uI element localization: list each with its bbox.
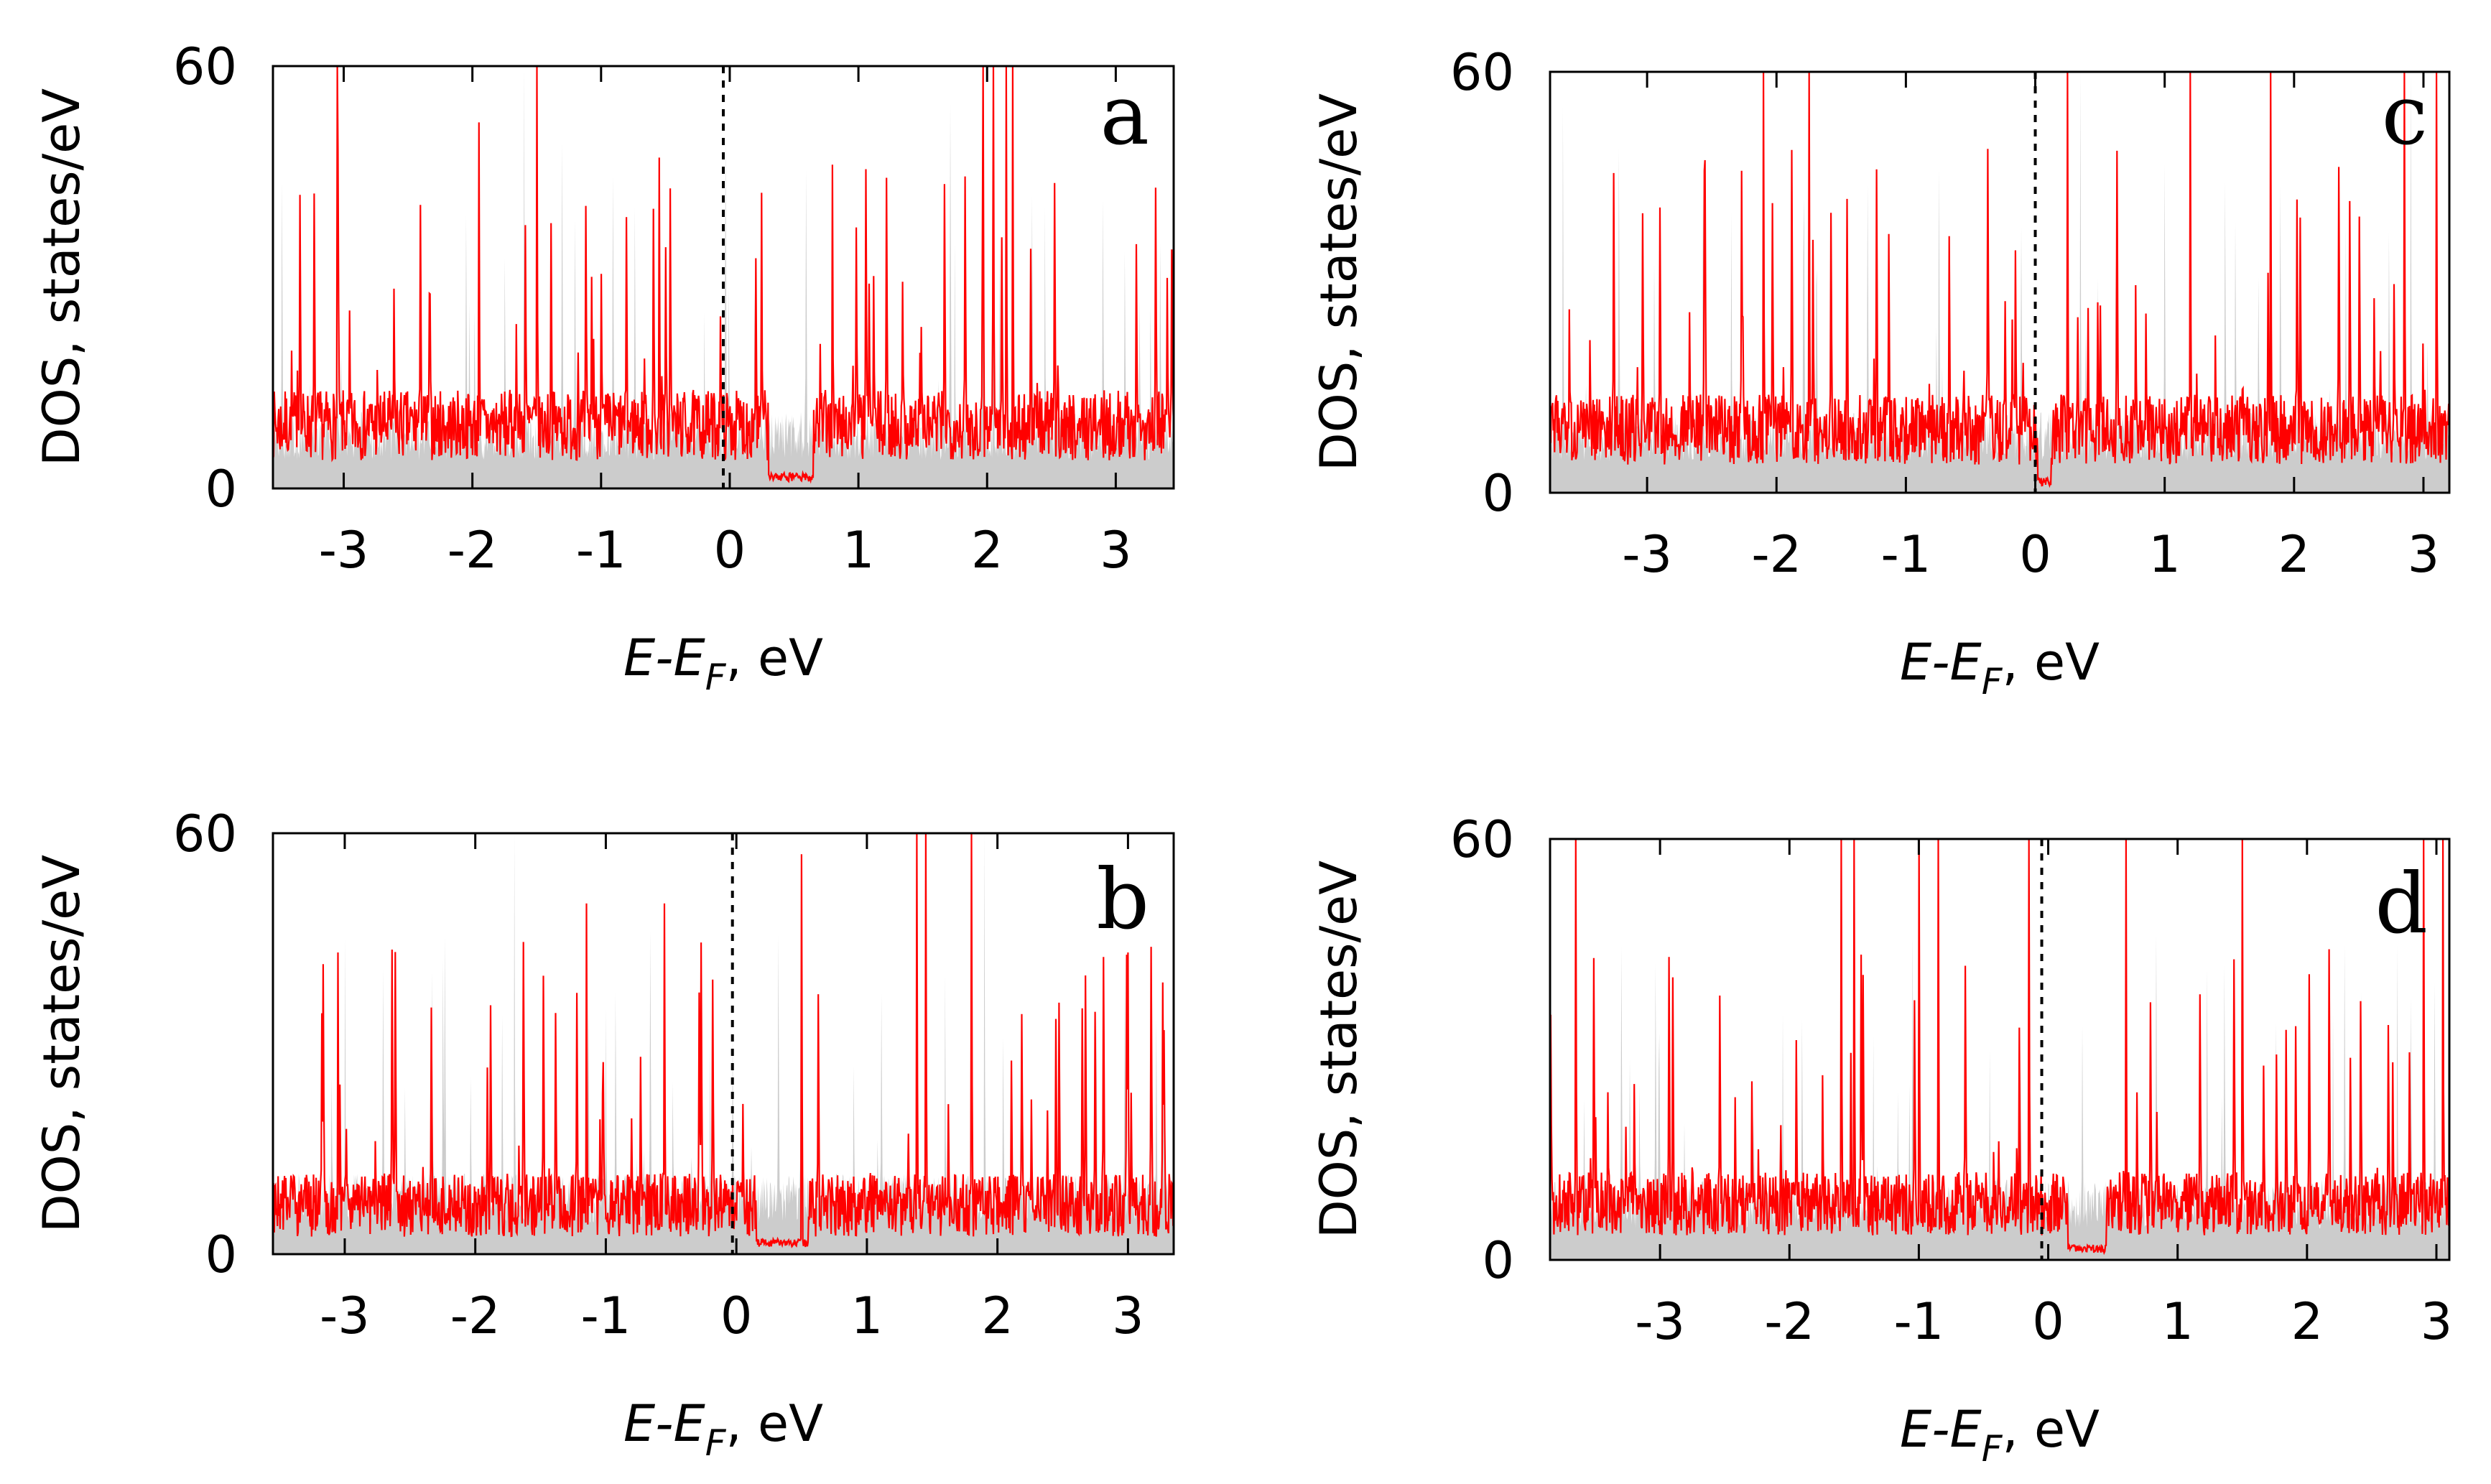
x-tick-label: -2 [1751, 525, 1801, 584]
plot-frame [1549, 838, 2451, 1261]
x-tick-label: 1 [2161, 1292, 2194, 1351]
y-tick-label: 60 [173, 804, 237, 863]
x-tick-label: -2 [447, 521, 498, 580]
x-tick-label: -1 [576, 521, 626, 580]
panel-a: -3 -2 -1 0 1 2 3 0 60 DOS, states/eV E-EF, eV a [32, 37, 1175, 698]
projected-dos-line [273, 833, 1174, 1248]
plot-area [1550, 839, 2449, 1260]
panel-b: -3 -2 -1 0 1 2 3 0 60 DOS, states/eV E-EF, eV b [32, 804, 1175, 1464]
x-tick-label: 3 [1100, 521, 1132, 580]
x-tick-label: 3 [2421, 1292, 2453, 1351]
y-axis-label: DOS, states/eV [32, 855, 91, 1233]
x-tick-label: 3 [2408, 525, 2440, 584]
x-tick-label: -2 [450, 1286, 501, 1345]
x-tick-label: 2 [981, 1286, 1013, 1345]
x-tick-label: 2 [2278, 525, 2311, 584]
panel-letter: b [1096, 852, 1149, 948]
x-tick-label: -1 [581, 1286, 631, 1345]
projected-dos-line [1550, 839, 2449, 1256]
y-tick-label: 0 [1482, 1231, 1514, 1290]
plot-frame [272, 65, 1175, 490]
plot-area [273, 833, 1174, 1254]
panel-letter: c [2382, 68, 2428, 164]
total-dos-fill [1550, 933, 2449, 1260]
x-axis-label: E-EF, eV [1900, 633, 2100, 702]
y-tick-label: 0 [1482, 464, 1514, 523]
x-tick-label: 0 [714, 521, 746, 580]
y-tick-label: 60 [1450, 43, 1514, 102]
x-tick-label: 2 [971, 521, 1003, 580]
x-axis-label: E-EF, eV [1900, 1400, 2100, 1470]
x-tick-label: 1 [851, 1286, 883, 1345]
x-tick-label: -1 [1894, 1292, 1944, 1351]
panel-letter: d [2375, 856, 2428, 952]
projected-dos-line [1550, 72, 2449, 488]
x-tick-label: -3 [320, 1286, 370, 1345]
x-tick-label: -3 [1622, 525, 1672, 584]
panel-letter: a [1100, 68, 1149, 164]
y-tick-label: 0 [205, 460, 237, 519]
x-axis-label: E-EF, eV [623, 629, 823, 698]
x-axis-label: E-EF, eV [623, 1394, 823, 1464]
x-tick-label: -2 [1764, 1292, 1814, 1351]
y-axis-label: DOS, states/eV [1309, 861, 1368, 1238]
total-dos-fill [1550, 72, 2449, 493]
x-tick-label: 0 [720, 1286, 753, 1345]
x-tick-label: 1 [2148, 525, 2181, 584]
y-tick-label: 60 [173, 37, 237, 96]
y-tick-label: 0 [205, 1225, 237, 1284]
x-tick-label: 0 [2032, 1292, 2064, 1351]
y-axis-label: DOS, states/eV [32, 88, 91, 466]
y-tick-label: 60 [1450, 810, 1514, 869]
plot-frame [272, 832, 1175, 1256]
x-tick-label: 2 [2291, 1292, 2324, 1351]
x-tick-label: 3 [1112, 1286, 1144, 1345]
plot-frame [1549, 70, 2451, 494]
panel-c: -3 -2 -1 0 1 2 3 0 60 DOS, states/eV E-EF, eV c [1309, 43, 2451, 702]
x-tick-label: -1 [1880, 525, 1931, 584]
x-tick-label: -3 [1635, 1292, 1685, 1351]
y-axis-label: DOS, states/eV [1309, 93, 1368, 471]
x-tick-label: 0 [2019, 525, 2051, 584]
panel-d: -3 -2 -1 0 1 2 3 0 60 DOS, states/eV E-EF, eV d [1309, 810, 2452, 1470]
plot-area [1550, 72, 2449, 493]
x-tick-label: -3 [319, 521, 369, 580]
x-tick-label: 1 [843, 521, 875, 580]
